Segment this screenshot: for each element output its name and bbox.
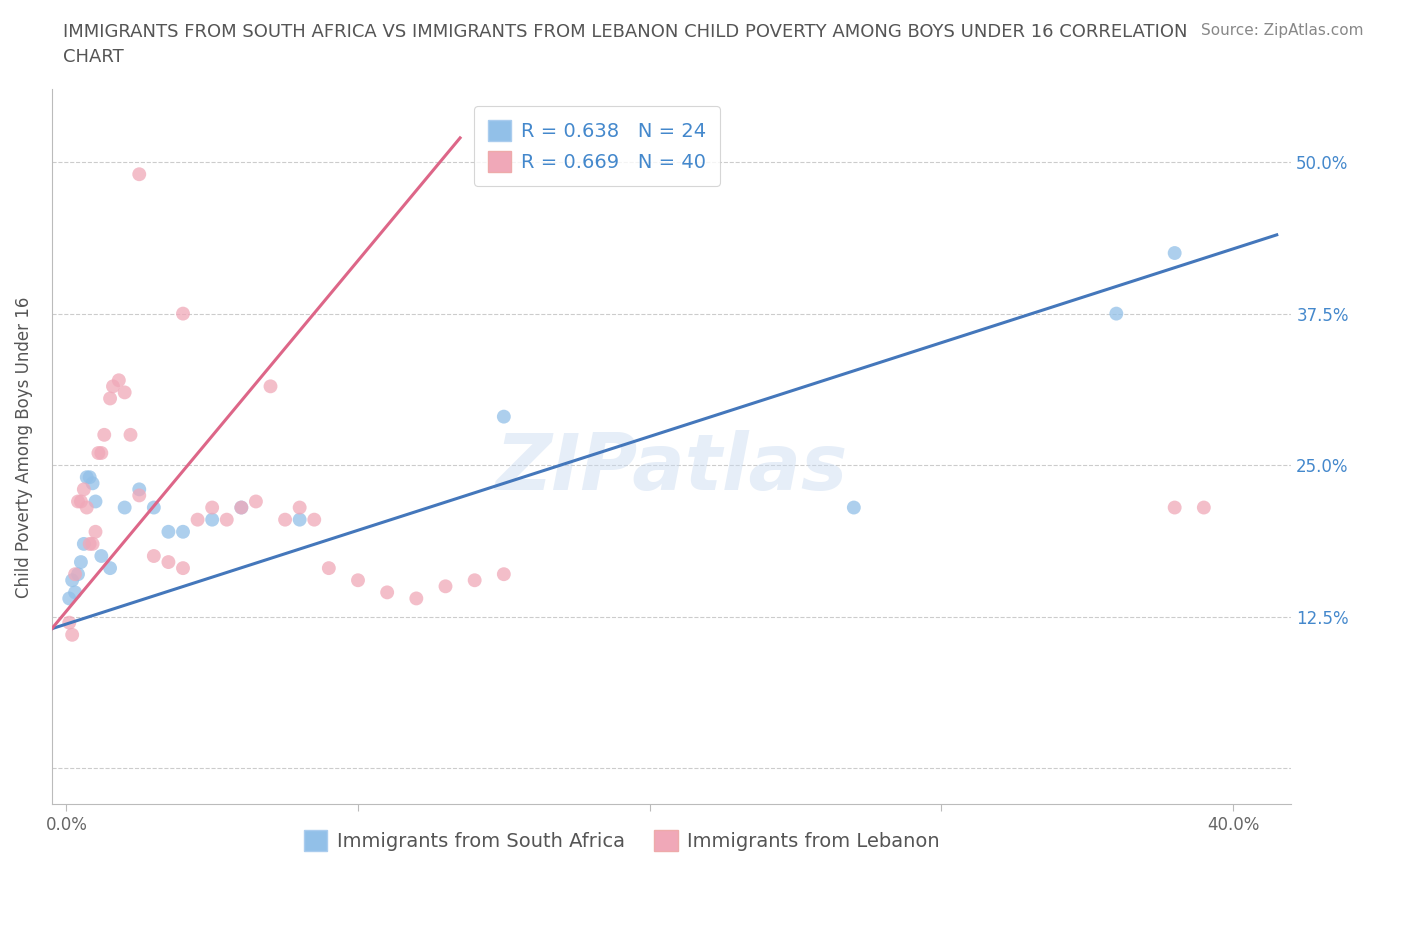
Text: IMMIGRANTS FROM SOUTH AFRICA VS IMMIGRANTS FROM LEBANON CHILD POVERTY AMONG BOYS: IMMIGRANTS FROM SOUTH AFRICA VS IMMIGRAN… — [63, 23, 1188, 41]
Point — [157, 554, 180, 569]
Point — [63, 566, 86, 581]
Point — [108, 373, 131, 388]
Point — [288, 512, 311, 527]
Point — [87, 445, 110, 460]
Point — [90, 549, 112, 564]
Point — [215, 512, 238, 527]
Point — [58, 616, 80, 631]
Point — [76, 470, 98, 485]
Point — [201, 500, 224, 515]
Point — [172, 561, 194, 576]
Point — [101, 379, 124, 393]
Point — [98, 561, 121, 576]
Point — [304, 512, 326, 527]
Point — [201, 512, 224, 527]
Y-axis label: Child Poverty Among Boys Under 16: Child Poverty Among Boys Under 16 — [15, 297, 32, 598]
Point — [66, 566, 89, 581]
Point — [142, 549, 165, 564]
Point — [58, 591, 80, 605]
Point — [318, 561, 340, 576]
Point — [128, 166, 150, 181]
Point — [157, 525, 180, 539]
Point — [1163, 246, 1185, 260]
Point — [259, 379, 281, 393]
Point — [79, 537, 101, 551]
Point — [1192, 500, 1215, 515]
Point — [142, 500, 165, 515]
Text: ZIPatlas: ZIPatlas — [495, 431, 848, 507]
Point — [98, 391, 121, 405]
Point — [90, 445, 112, 460]
Point — [187, 512, 209, 527]
Point — [79, 470, 101, 485]
Point — [114, 500, 136, 515]
Text: CHART: CHART — [63, 48, 124, 66]
Point — [842, 500, 865, 515]
Point — [172, 525, 194, 539]
Point — [73, 482, 96, 497]
Point — [120, 428, 142, 443]
Point — [84, 494, 107, 509]
Point — [60, 573, 83, 588]
Point — [492, 409, 515, 424]
Point — [492, 566, 515, 581]
Point — [60, 628, 83, 643]
Point — [66, 494, 89, 509]
Text: Source: ZipAtlas.com: Source: ZipAtlas.com — [1201, 23, 1364, 38]
Point — [347, 573, 370, 588]
Point — [114, 385, 136, 400]
Point — [1163, 500, 1185, 515]
Point — [375, 585, 398, 600]
Point — [84, 525, 107, 539]
Point — [82, 537, 104, 551]
Point — [82, 476, 104, 491]
Point — [288, 500, 311, 515]
Point — [93, 428, 115, 443]
Point — [434, 578, 457, 593]
Point — [128, 482, 150, 497]
Point — [70, 554, 93, 569]
Point — [1105, 306, 1128, 321]
Point — [70, 494, 93, 509]
Point — [274, 512, 297, 527]
Point — [464, 573, 486, 588]
Point — [73, 537, 96, 551]
Point — [231, 500, 253, 515]
Point — [172, 306, 194, 321]
Point — [76, 500, 98, 515]
Point — [405, 591, 427, 605]
Point — [231, 500, 253, 515]
Point — [63, 585, 86, 600]
Legend: Immigrants from South Africa, Immigrants from Lebanon: Immigrants from South Africa, Immigrants… — [297, 822, 948, 859]
Point — [128, 488, 150, 503]
Point — [245, 494, 267, 509]
